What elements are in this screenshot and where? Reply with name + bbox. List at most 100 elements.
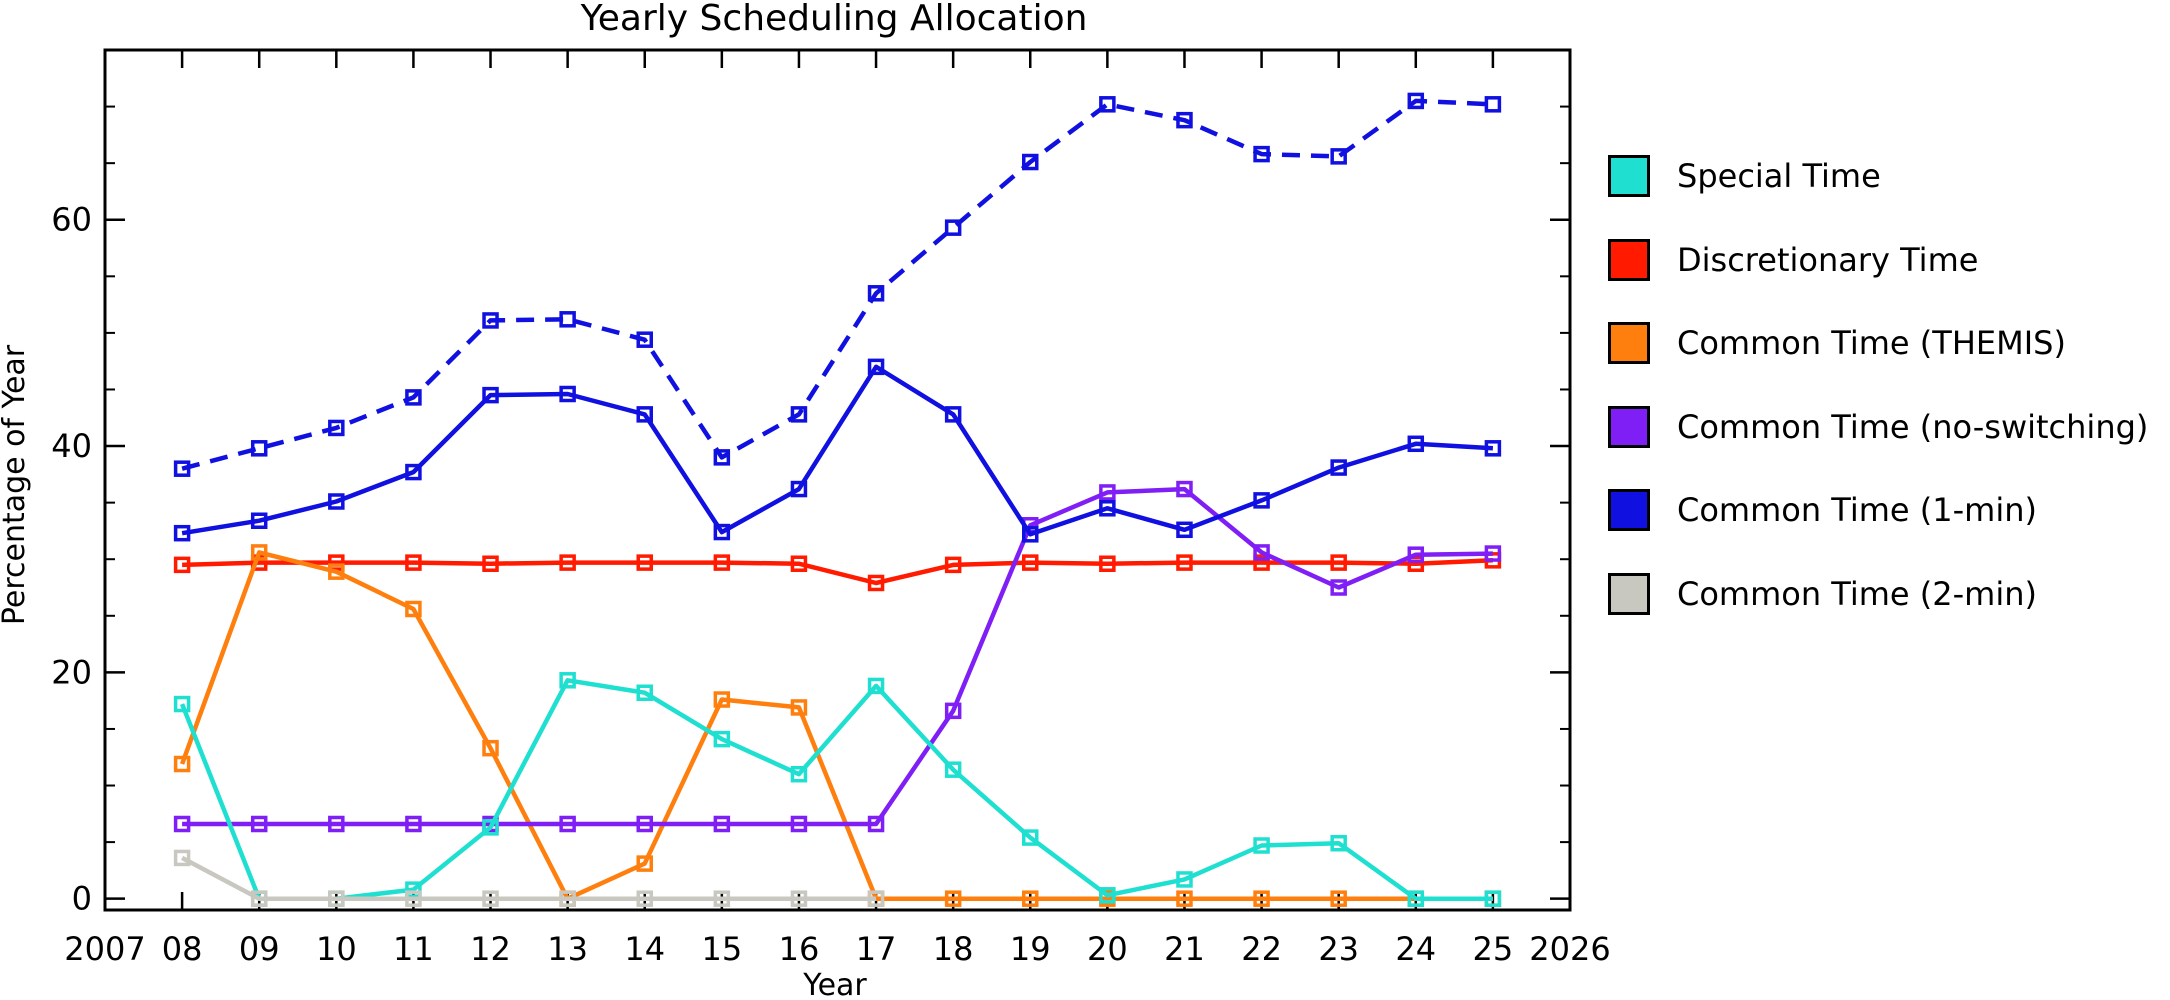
- x-tick-label: 11: [393, 930, 434, 968]
- data-point-themis: [405, 600, 422, 618]
- data-point-twomin: [482, 890, 499, 907]
- data-point-themis: [482, 739, 499, 757]
- data-point-noswitch: [790, 815, 808, 833]
- x-tick-label: 17: [856, 930, 897, 968]
- data-point-special: [1022, 829, 1039, 846]
- data-point-total: [944, 219, 962, 236]
- data-point-twomin: [867, 890, 885, 907]
- data-point-total: [1407, 92, 1425, 110]
- data-point-twomin: [713, 890, 731, 907]
- data-point-discretionary: [173, 556, 191, 574]
- chart-title: Yearly Scheduling Allocation: [580, 0, 1088, 39]
- data-point-onemin: [1484, 440, 1502, 457]
- data-point-total: [636, 331, 653, 348]
- data-point-special: [867, 677, 885, 695]
- x-tick-label: 16: [779, 930, 820, 968]
- legend-label-special-time: Special Time: [1677, 157, 1881, 195]
- data-point-twomin: [250, 890, 268, 907]
- data-point-total: [867, 285, 885, 302]
- data-point-themis: [790, 699, 808, 716]
- data-point-special: [482, 819, 499, 836]
- data-point-onemin: [636, 406, 653, 423]
- data-point-noswitch: [1330, 579, 1347, 596]
- x-tick-label: 19: [1010, 930, 1051, 968]
- data-point-special: [713, 730, 731, 748]
- data-point-special: [559, 672, 576, 689]
- legend-item-common-time-1-min: Common Time (1-min): [1605, 484, 2165, 568]
- series-line-noswitch: [182, 486, 1493, 827]
- series-line-special: [180, 678, 1493, 901]
- data-point-onemin: [867, 358, 885, 376]
- legend-item-common-time-no-switching: Common Time (no-switching): [1605, 401, 2165, 485]
- x-tick-label: 14: [624, 930, 665, 968]
- data-point-total: [1099, 96, 1116, 113]
- legend-label-common-time-themis: Common Time (THEMIS): [1677, 324, 2066, 362]
- legend-swatch-common-time-1-min: [1608, 489, 1650, 531]
- x-tick-label: 10: [316, 930, 357, 968]
- series-line-discretionary: [182, 558, 1493, 586]
- x-tick-label: 12: [470, 930, 511, 968]
- legend-label-common-time-no-switching: Common Time (no-switching): [1677, 407, 2149, 446]
- x-tick-label: 08: [162, 930, 203, 968]
- y-tick-label: 60: [51, 201, 92, 239]
- x-tick-label: 22: [1241, 930, 1282, 968]
- data-point-onemin: [405, 463, 422, 481]
- x-tick-label: 24: [1395, 930, 1436, 968]
- data-point-total: [482, 312, 499, 329]
- data-point-onemin: [173, 524, 191, 542]
- data-point-discretionary: [1022, 554, 1039, 571]
- data-point-discretionary: [867, 574, 885, 592]
- legend-item-common-time-themis: Common Time (THEMIS): [1605, 317, 2165, 401]
- data-point-twomin: [636, 890, 653, 907]
- data-point-total: [405, 389, 422, 406]
- data-point-noswitch: [1407, 546, 1425, 563]
- legend-label-common-time-2-min: Common Time (2-min): [1677, 574, 2037, 613]
- legend-swatch-common-time-no-switching: [1608, 405, 1650, 448]
- x-tick-label: 18: [933, 930, 974, 968]
- data-point-onemin: [1253, 492, 1270, 509]
- y-axis-label: Percentage of Year: [0, 344, 32, 625]
- legend-label-common-time-1-min: Common Time (1-min): [1677, 491, 2037, 529]
- data-point-special: [1484, 890, 1502, 907]
- data-point-noswitch: [1176, 480, 1193, 498]
- data-point-themis: [1253, 890, 1270, 907]
- x-tick-label: 20: [1087, 930, 1128, 968]
- data-point-total: [173, 460, 191, 477]
- series-line-twomin: [181, 855, 877, 901]
- data-point-onemin: [790, 480, 808, 498]
- x-axis-label: Year: [802, 968, 867, 1000]
- data-point-discretionary: [482, 555, 499, 572]
- x-tick-label: 09: [239, 930, 280, 968]
- x-tick-label: 21: [1164, 930, 1205, 968]
- legend-item-common-time-2-min: Common Time (2-min): [1605, 568, 2165, 652]
- data-point-noswitch: [250, 815, 268, 833]
- data-point-themis: [1330, 890, 1347, 907]
- data-point-themis: [250, 544, 268, 561]
- data-point-total: [1022, 153, 1039, 171]
- data-point-onemin: [1099, 500, 1116, 517]
- data-point-discretionary: [1253, 554, 1270, 571]
- data-point-discretionary: [1099, 555, 1116, 572]
- data-point-noswitch: [405, 815, 422, 833]
- data-point-noswitch: [1484, 545, 1502, 562]
- data-point-discretionary: [405, 554, 422, 571]
- data-point-twomin: [328, 890, 345, 907]
- series-line-onemin: [181, 364, 1494, 537]
- legend-swatch-common-time-2-min: [1608, 572, 1650, 615]
- data-point-total: [250, 440, 268, 457]
- data-point-noswitch: [559, 815, 576, 833]
- data-point-special: [1253, 837, 1270, 854]
- data-point-themis: [173, 755, 191, 773]
- data-point-special: [405, 881, 422, 898]
- data-point-total: [1330, 148, 1347, 165]
- data-point-noswitch: [328, 815, 345, 833]
- data-point-discretionary: [328, 554, 345, 571]
- x-tick-label: 15: [701, 930, 742, 968]
- x-tick-label: 2007: [64, 930, 145, 968]
- data-point-onemin: [713, 523, 731, 541]
- data-point-total: [1484, 96, 1502, 113]
- data-point-special: [1099, 887, 1116, 904]
- y-tick-label: 20: [51, 653, 92, 691]
- legend: Special Time Discretionary Time Common T…: [1605, 150, 2165, 651]
- plot-area: 2007 08 09 10 11 12 13 14 15 16 17 18 19 20 21 22 23 24 25…: [51, 48, 1611, 968]
